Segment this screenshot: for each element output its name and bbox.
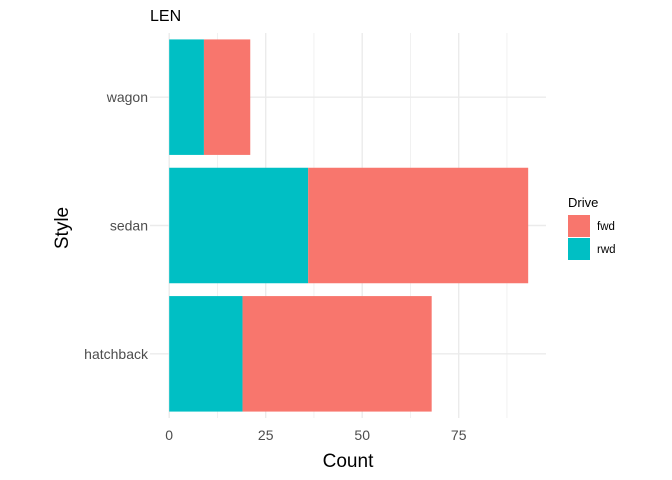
x-tick-label: 50 xyxy=(354,427,370,443)
bar-rwd-sedan xyxy=(169,167,309,284)
legend-label-fwd: fwd xyxy=(597,221,615,233)
legend-key-rwd xyxy=(568,238,590,260)
legend-title: Drive xyxy=(568,195,598,210)
bar-fwd-hatchback xyxy=(242,296,432,412)
legend: Drive fwd rwd xyxy=(568,195,616,260)
y-tick-labels: hatchback sedan wagon xyxy=(84,89,149,362)
bar-fwd-sedan xyxy=(308,167,529,284)
legend-label-rwd: rwd xyxy=(597,244,616,256)
x-axis-title: Count xyxy=(323,451,374,472)
x-tick-labels: 0 25 50 75 xyxy=(165,427,466,443)
y-tick-label: wagon xyxy=(106,89,148,105)
y-tick-label: sedan xyxy=(110,218,148,234)
y-axis-title: Style xyxy=(52,207,73,249)
bars xyxy=(169,39,529,412)
x-tick-label: 25 xyxy=(258,427,274,443)
legend-key-fwd xyxy=(568,215,590,237)
bar-rwd-hatchback xyxy=(169,296,243,412)
chart-title: LEN xyxy=(150,8,181,25)
bar-rwd-wagon xyxy=(169,39,204,155)
bar-fwd-wagon xyxy=(203,39,251,155)
x-tick-label: 0 xyxy=(165,427,173,443)
y-tick-label: hatchback xyxy=(84,346,149,362)
x-tick-label: 75 xyxy=(451,427,467,443)
